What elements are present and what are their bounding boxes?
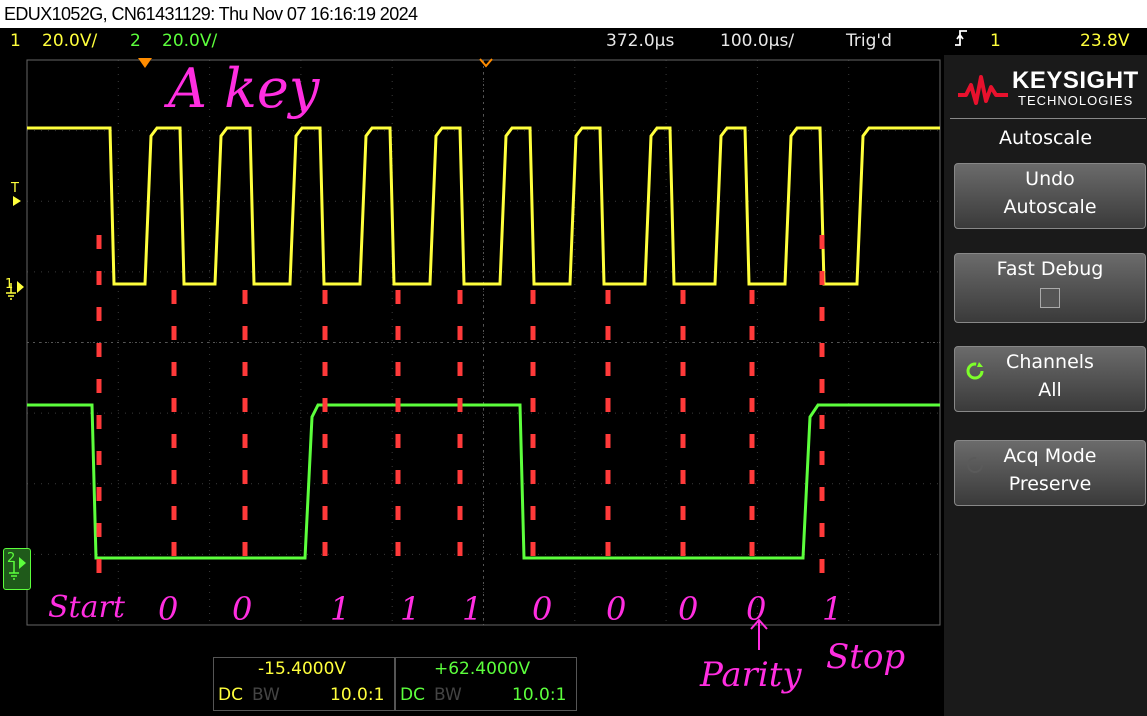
ch1-bw-limit: BW <box>252 685 280 705</box>
keysight-wave-icon <box>958 75 1008 105</box>
trigger-level[interactable]: 23.8V <box>1080 31 1130 51</box>
trigger-level-marker[interactable]: T <box>10 181 28 211</box>
ch1-scale[interactable]: 20.0V/ <box>42 31 98 51</box>
softkey-label: Acq Mode <box>1003 445 1097 467</box>
ch2-scale[interactable]: 20.0V/ <box>162 31 218 51</box>
channels-all-button[interactable]: Channels All <box>954 346 1146 412</box>
ch2-info-box[interactable] <box>395 657 577 711</box>
title-annotation: A key <box>168 57 320 120</box>
bit-boundary-markers <box>96 235 825 575</box>
bit-label: Start <box>48 590 125 625</box>
bit-label: 0 <box>678 590 699 628</box>
ch2-ground-marker[interactable]: 2 <box>3 548 31 590</box>
trigger-source[interactable]: 1 <box>990 31 1001 51</box>
ch2-number[interactable]: 2 <box>130 31 141 51</box>
bit-label: 0 <box>232 590 253 628</box>
channel-info-bar: -15.4000V DC BW 10.0:1 +62.4000V DC BW 1… <box>0 618 944 716</box>
ch2-coupling: DC <box>400 685 425 705</box>
parity-arrow-icon <box>750 618 768 650</box>
brand-sub: TECHNOLOGIES <box>1018 93 1134 108</box>
bit-label: 1 <box>330 590 351 628</box>
softkey-panel: KEYSIGHT TECHNOLOGIES Autoscale Undo Aut… <box>944 55 1147 716</box>
bit-label: 0 <box>532 590 553 628</box>
trigger-label: T <box>11 181 19 196</box>
ch1-number[interactable]: 1 <box>10 31 21 51</box>
ch1-coupling: DC <box>218 685 243 705</box>
stop-annotation: Stop <box>826 637 906 677</box>
fast-debug-button[interactable]: Fast Debug <box>954 253 1146 323</box>
window-title: EDUX1052G, CN61431129: Thu Nov 07 16:16:… <box>0 0 1147 28</box>
divider <box>950 118 1146 119</box>
graticule <box>26 59 941 626</box>
ch2-probe: 10.0:1 <box>512 685 567 705</box>
status-bar: 1 20.0V/ 2 20.0V/ 372.0µs 100.0µs/ Trig'… <box>0 28 1147 55</box>
rotate-knob-icon <box>963 359 987 388</box>
menu-title: Autoscale <box>998 127 1093 149</box>
bit-label: 0 <box>606 590 627 628</box>
softkey-label: Autoscale <box>1003 196 1097 218</box>
rotate-knob-icon <box>963 453 987 482</box>
waveform-display[interactable]: T 1 2 A key Start 0 0 1 1 1 0 0 0 0 1 <box>0 55 944 628</box>
softkey-label: Fast Debug <box>996 258 1104 280</box>
ch1-probe: 10.0:1 <box>330 685 385 705</box>
trigger-status: Trig'd <box>846 31 892 51</box>
delay-readout[interactable]: 372.0µs <box>606 31 675 51</box>
softkey-label: Undo <box>1025 168 1075 190</box>
acq-mode-button[interactable]: Acq Mode Preserve <box>954 440 1146 506</box>
parity-annotation: Parity <box>700 655 802 695</box>
trigger-point-marker-icon[interactable] <box>479 58 493 68</box>
delay-marker-icon[interactable] <box>138 58 152 68</box>
bit-label: 1 <box>822 590 843 628</box>
ch2-offset: +62.4000V <box>434 659 531 679</box>
ch1-marker-label: 1 <box>5 277 14 292</box>
bit-label: 0 <box>746 590 767 628</box>
bit-label: 1 <box>462 590 483 628</box>
softkey-label: Preserve <box>1008 473 1092 495</box>
rising-edge-icon <box>954 28 968 57</box>
ch2-bw-limit: BW <box>434 685 462 705</box>
softkey-label: All <box>1038 379 1062 401</box>
checkbox-icon <box>1040 288 1060 308</box>
keysight-logo: KEYSIGHT TECHNOLOGIES <box>954 67 1142 115</box>
brand-name: KEYSIGHT <box>1012 67 1139 94</box>
ch2-waveform <box>27 403 940 560</box>
ch2-marker-label: 2 <box>7 551 16 566</box>
bit-label: 1 <box>400 590 421 628</box>
ch1-waveform <box>27 126 940 286</box>
graticule-frame <box>26 59 941 626</box>
ch1-ground-marker[interactable]: 1 <box>4 277 28 305</box>
ch1-info-box[interactable] <box>213 657 395 711</box>
undo-autoscale-button[interactable]: Undo Autoscale <box>954 163 1146 229</box>
timebase-readout[interactable]: 100.0µs/ <box>720 31 795 51</box>
ch1-offset: -15.4000V <box>258 659 347 679</box>
bit-label: 0 <box>158 590 179 628</box>
softkey-label: Channels <box>1006 351 1094 373</box>
